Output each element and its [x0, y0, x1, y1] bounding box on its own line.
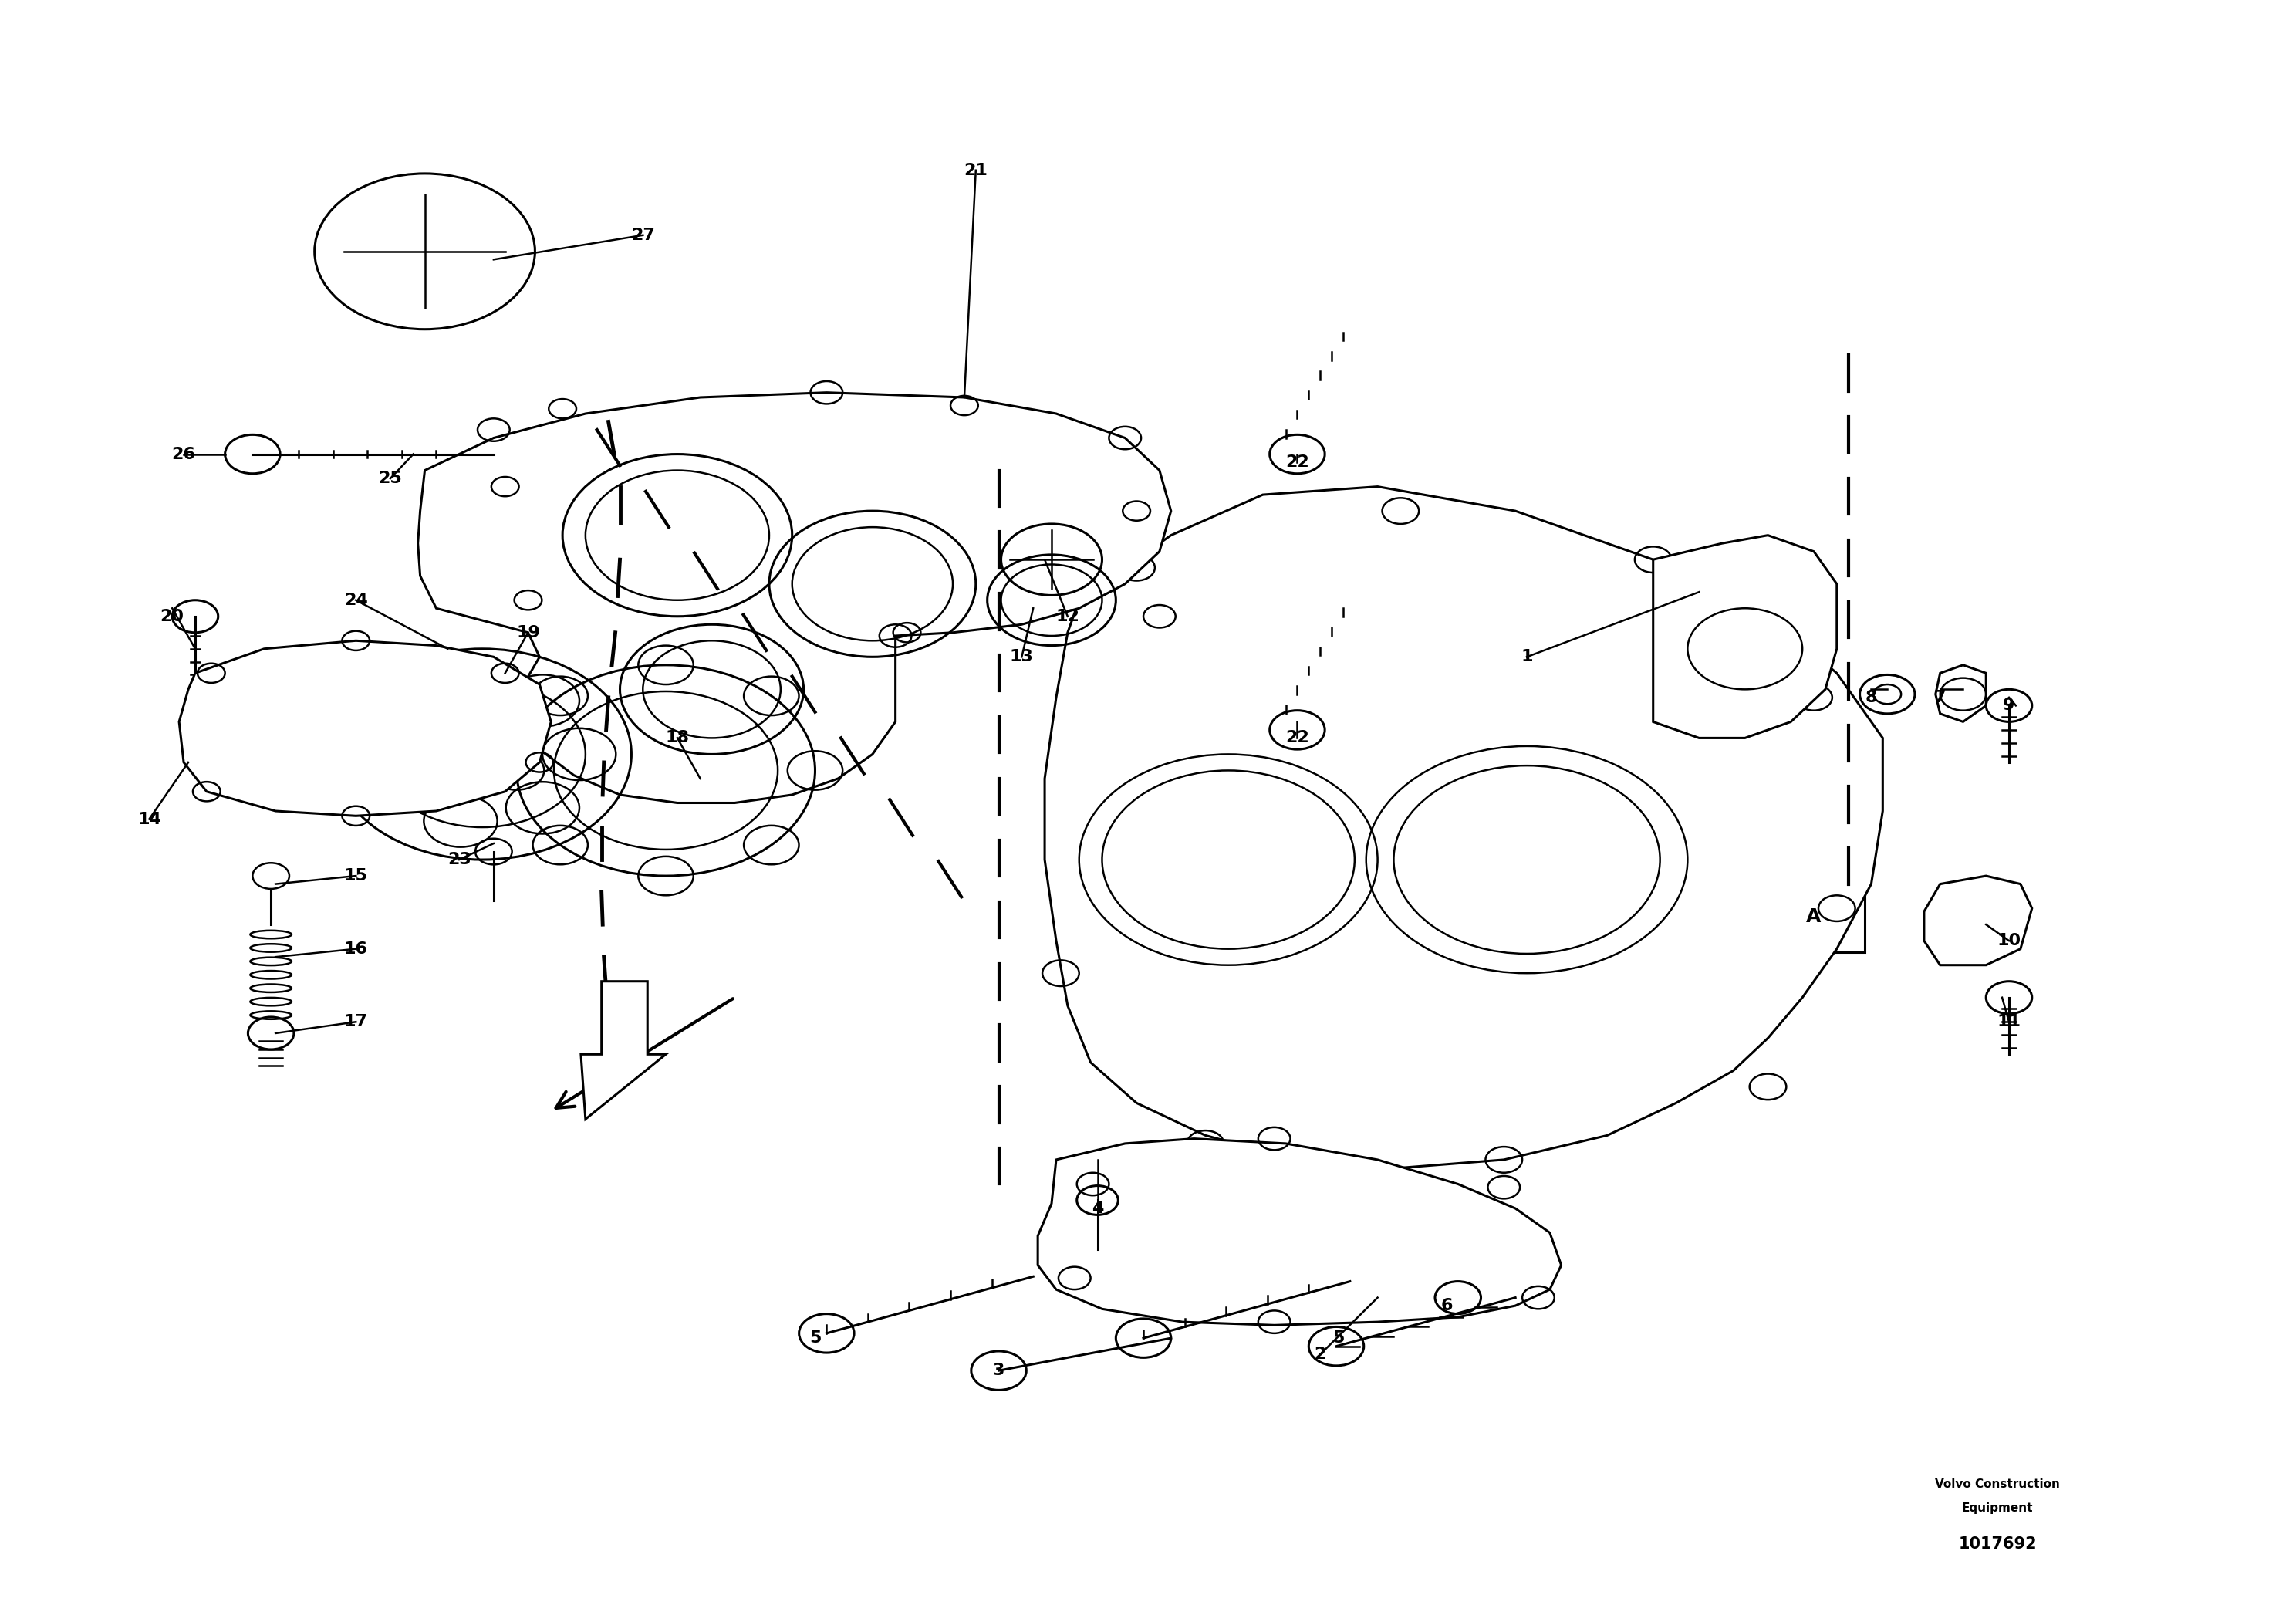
Text: 2: 2: [1313, 1346, 1327, 1362]
Text: Equipment: Equipment: [1961, 1502, 2034, 1515]
Text: 9: 9: [2002, 697, 2016, 714]
Polygon shape: [1045, 487, 1883, 1168]
Text: 4: 4: [1091, 1200, 1104, 1216]
Text: 5: 5: [808, 1330, 822, 1346]
Text: 16: 16: [344, 941, 367, 957]
Circle shape: [1001, 524, 1102, 595]
Text: 11: 11: [1998, 1014, 2020, 1030]
Polygon shape: [1653, 535, 1837, 738]
Text: 1017692: 1017692: [1958, 1536, 2037, 1552]
Text: 10: 10: [1998, 933, 2020, 949]
Text: 3: 3: [992, 1362, 1006, 1379]
Text: 12: 12: [1056, 608, 1079, 624]
Text: 22: 22: [1286, 454, 1309, 470]
Text: 8: 8: [1864, 689, 1878, 706]
Polygon shape: [581, 981, 666, 1119]
Text: 14: 14: [138, 811, 161, 827]
Text: 25: 25: [379, 470, 402, 487]
Text: 23: 23: [448, 852, 471, 868]
Text: 19: 19: [517, 624, 540, 641]
Text: A: A: [1807, 907, 1821, 926]
Text: 22: 22: [1286, 730, 1309, 746]
Text: 17: 17: [344, 1014, 367, 1030]
Text: 1: 1: [1520, 649, 1534, 665]
Text: 15: 15: [344, 868, 367, 884]
FancyBboxPatch shape: [1763, 881, 1864, 952]
Polygon shape: [1936, 665, 1986, 722]
Text: 13: 13: [1010, 649, 1033, 665]
Polygon shape: [1924, 876, 2032, 965]
Text: 21: 21: [964, 162, 987, 178]
Text: 24: 24: [344, 592, 367, 608]
Circle shape: [315, 174, 535, 329]
Text: 27: 27: [631, 227, 654, 243]
Text: 20: 20: [161, 608, 184, 624]
Text: 5: 5: [1332, 1330, 1345, 1346]
Polygon shape: [179, 641, 551, 816]
Polygon shape: [418, 393, 1171, 803]
Polygon shape: [1038, 1139, 1561, 1325]
Text: Volvo Construction: Volvo Construction: [1936, 1478, 2060, 1491]
Text: 7: 7: [1933, 689, 1947, 706]
Text: 6: 6: [1440, 1298, 1453, 1314]
Text: 18: 18: [666, 730, 689, 746]
Text: 26: 26: [172, 446, 195, 462]
Circle shape: [253, 863, 289, 889]
